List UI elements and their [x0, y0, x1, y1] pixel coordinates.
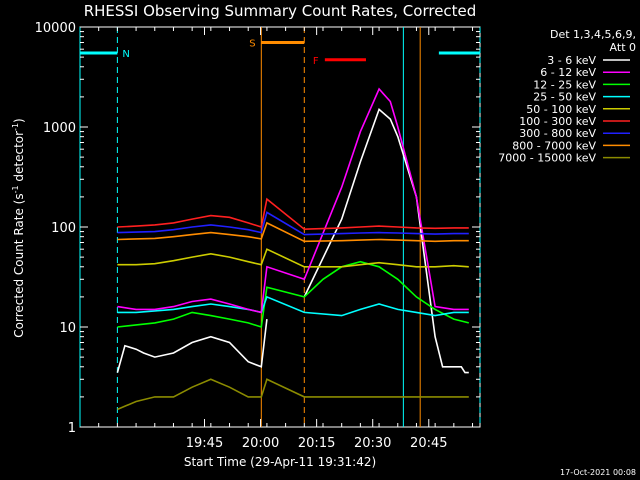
legend-entry-label: 100 - 300 keV	[519, 115, 596, 128]
y-axis-label-detector: detector	[12, 131, 26, 186]
y-axis-label-main: Corrected Count Rate (s	[12, 193, 26, 337]
x-tick-label: 19:45	[186, 436, 223, 451]
y-tick-label: 100	[51, 221, 76, 236]
series-line	[117, 197, 469, 231]
x-tick-label: 20:45	[410, 436, 447, 451]
legend-entry-label: 25 - 50 keV	[533, 91, 596, 104]
x-axis-label: Start Time (29-Apr-11 19:31:42)	[184, 455, 376, 469]
y-axis-label-exponent-1: -1	[11, 185, 20, 193]
flag-bars: N S F	[80, 38, 480, 67]
y-tick-label: 1	[68, 421, 76, 436]
y-tick-label: 1000	[43, 121, 76, 136]
series-line	[117, 248, 469, 268]
y-axis-label: Corrected Count Rate (s-1 detector-1)	[11, 118, 26, 337]
y-axis-label-exponent-2: -1	[11, 123, 20, 131]
series-line	[117, 378, 469, 411]
y-axis: 1 10 100 1000 10000	[35, 21, 480, 436]
y-axis-label-close: )	[12, 118, 26, 123]
series-line	[117, 295, 469, 317]
series-line	[117, 87, 469, 314]
flag-label: S	[249, 38, 255, 49]
footer-date: 17-Oct-2021 00:08	[560, 468, 636, 477]
y-tick-label: 10000	[35, 21, 76, 36]
series-line	[117, 221, 469, 243]
legend-header-line1: Det 1,3,4,5,6,9,	[550, 28, 636, 41]
flag-label: F	[313, 56, 319, 67]
x-tick-label: 20:00	[242, 436, 279, 451]
series-line	[117, 211, 469, 236]
legend-entry-label: 3 - 6 keV	[547, 54, 596, 67]
chart-title: RHESSI Observing Summary Count Rates, Co…	[84, 2, 477, 20]
flag-label: N	[122, 49, 129, 60]
series-lines	[116, 87, 469, 411]
x-tick-label: 20:30	[354, 436, 391, 451]
x-axis: 19:45 20:00 20:15 20:30 20:45	[98, 27, 474, 451]
legend-header-line2: Att 0	[610, 41, 636, 54]
legend-entry-label: 6 - 12 keV	[540, 66, 596, 79]
legend-entry-label: 800 - 7000 keV	[512, 139, 596, 152]
y-tick-label: 10	[59, 321, 76, 336]
series-line	[117, 260, 469, 329]
legend-entry-label: 12 - 25 keV	[533, 78, 596, 91]
legend-entry-label: 300 - 800 keV	[519, 127, 596, 140]
x-tick-label: 20:15	[298, 436, 335, 451]
legend-entry-label: 50 - 100 keV	[526, 103, 596, 116]
legend-entry-label: 7000 - 15000 keV	[498, 152, 596, 165]
